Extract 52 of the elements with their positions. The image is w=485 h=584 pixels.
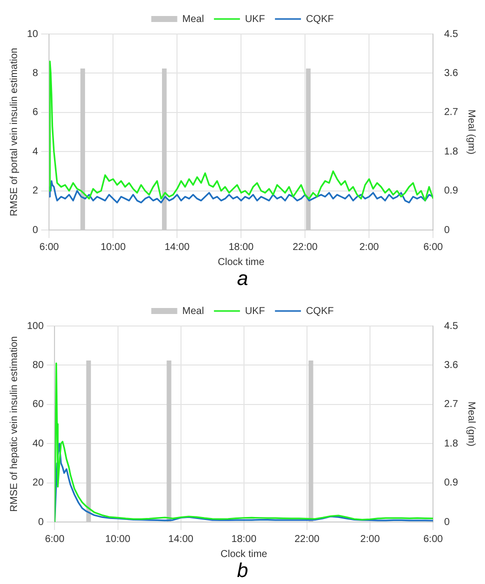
y2-tick-label: 4.5	[444, 320, 458, 332]
legend-label: CQKF	[306, 306, 334, 317]
y2-tick-label: 1.8	[444, 146, 458, 158]
y-tick-label: 20	[32, 478, 44, 489]
legend-label: CQKF	[306, 14, 334, 25]
x-tick-label: 14:00	[168, 534, 194, 545]
y-tick-label: 2	[32, 186, 39, 197]
legend-label: Meal	[182, 306, 204, 317]
y-tick-label: 6	[32, 107, 39, 118]
y-tick-label: 0	[38, 516, 44, 528]
x-tick-label: 10:00	[105, 534, 131, 545]
y2-tick-label: 4.5	[444, 28, 458, 40]
x-tick-label: 6:00	[44, 534, 65, 545]
y-tick-label: 100	[26, 320, 44, 332]
x-tick-label: 18:00	[228, 242, 254, 253]
x-tick-label: 22:00	[294, 534, 320, 545]
legend-label: Meal	[182, 14, 204, 25]
y2-tick-label: 2.7	[444, 399, 458, 410]
y-tick-label: 0	[32, 224, 39, 236]
x-tick-label: 10:00	[100, 242, 126, 253]
x-tick-label: 18:00	[231, 534, 257, 545]
y2-tick-label: 1.8	[444, 438, 458, 450]
y2-tick-label: 3.6	[444, 68, 458, 79]
y2-tick-label: 0	[444, 224, 450, 236]
y2-tick-label: 0.9	[444, 186, 458, 197]
y2-tick-label: 2.7	[444, 107, 458, 118]
y-tick-label: 60	[32, 399, 44, 410]
y-tick-label: 80	[32, 360, 44, 371]
x-tick-label: 14:00	[164, 242, 190, 253]
x-tick-label: 2:00	[359, 242, 380, 253]
legend-label: UKF	[244, 14, 265, 25]
y2-axis-title: Meal (gm)	[465, 109, 476, 155]
y2-axis-title: Meal (gm)	[465, 401, 476, 447]
x-tick-label: 22:00	[292, 242, 318, 253]
y-tick-label: 40	[32, 438, 44, 450]
text: b	[236, 560, 250, 582]
y2-tick-label: 3.6	[444, 360, 458, 371]
y-tick-label: 8	[32, 68, 39, 79]
x-tick-label: 6:00	[423, 534, 444, 545]
x-tick-label: 6:00	[39, 242, 60, 253]
legend-label: UKF	[244, 306, 265, 317]
x-tick-label: 6:00	[423, 242, 444, 253]
x-axis-title: Clock time	[218, 256, 265, 268]
y2-tick-label: 0.9	[444, 478, 458, 489]
y-tick-label: 4	[32, 146, 39, 158]
y2-tick-label: 0	[444, 516, 450, 528]
x-tick-label: 2:00	[360, 534, 380, 545]
x-axis-title: Clock time	[220, 548, 268, 560]
y-axis-title: RMSE of hepatic vein insulin estimation	[8, 336, 20, 512]
y-axis-title: RMSE of portal vein insulin estimation	[8, 48, 20, 216]
text: a	[236, 268, 250, 290]
y-tick-label: 10	[27, 28, 39, 40]
